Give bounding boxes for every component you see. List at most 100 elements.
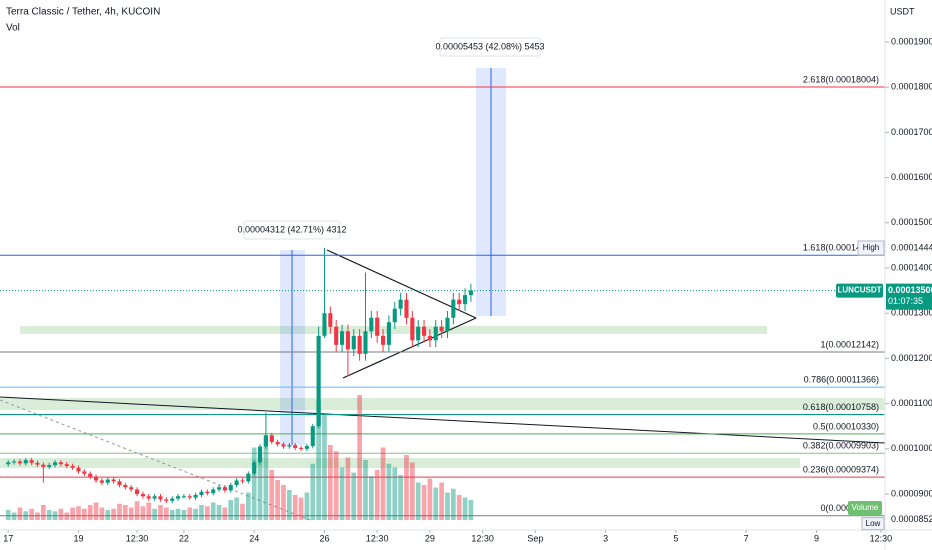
candle-body — [6, 462, 11, 465]
volume-bar — [187, 507, 193, 520]
x-tick-label: 12:30 — [126, 533, 149, 543]
fib-label: 0.5(0.00010330) — [813, 421, 879, 431]
volume-bar — [427, 478, 433, 520]
candle-body — [439, 326, 444, 332]
candle-body — [410, 317, 415, 341]
candle-body — [369, 317, 374, 332]
candle-body — [422, 326, 427, 336]
volume-bar — [368, 476, 374, 520]
candle-body — [158, 496, 163, 500]
chart-title: Terra Classic / Tether, 4h, KUCOIN — [6, 7, 160, 18]
candle-body — [345, 331, 350, 350]
zone — [20, 326, 767, 334]
low-price-label: 0.00008520 — [891, 514, 932, 524]
volume-bar — [76, 506, 81, 520]
candle-body — [99, 480, 104, 483]
candle-body — [123, 484, 128, 488]
candle-body — [205, 491, 210, 494]
volume-bar — [363, 460, 368, 520]
high-price-label: 0.00014443 — [891, 242, 932, 252]
volume-bar — [380, 447, 386, 520]
volume-bar — [316, 401, 321, 520]
candle-body — [340, 331, 345, 345]
candle-body — [53, 462, 58, 466]
trend-line — [0, 399, 311, 521]
volume-bar — [81, 508, 87, 520]
candle-body — [234, 480, 239, 485]
zone — [0, 458, 800, 468]
volume-bar — [468, 500, 474, 520]
candle-body — [152, 496, 157, 499]
volume-bar — [445, 492, 450, 520]
volume-bar — [169, 510, 175, 520]
x-tick-label: 12:30 — [471, 533, 494, 543]
candle-body — [252, 462, 257, 474]
candle-body — [217, 487, 222, 490]
candle-body — [427, 335, 432, 341]
symbol-tag — [836, 283, 883, 298]
x-tick-label: 24 — [249, 533, 259, 543]
candle-body — [76, 467, 81, 472]
candle-body — [322, 313, 327, 336]
candle-body — [246, 473, 251, 482]
candle-body — [351, 335, 356, 350]
fib-label: 1.618(0.00014281) — [803, 243, 879, 253]
low-tag-label: Low — [866, 519, 881, 528]
symbol-tag-label: LUNCUSDT — [838, 286, 882, 295]
candle-body — [328, 313, 333, 327]
volume-bar — [40, 505, 46, 520]
volume-bar — [450, 488, 456, 520]
volume-bar — [281, 485, 286, 520]
volume-bar — [298, 497, 304, 520]
candle-body — [117, 481, 122, 485]
candle-body — [357, 335, 362, 354]
volume-bar — [158, 505, 163, 520]
volume-bar — [275, 480, 280, 520]
volume-bar — [204, 506, 210, 520]
candle-body — [135, 489, 140, 495]
volume-bar — [122, 505, 128, 520]
candle-body — [310, 426, 315, 447]
volume-bar — [251, 447, 257, 520]
candle-body — [316, 335, 321, 427]
candle-body — [146, 496, 151, 499]
last-price-tag — [886, 283, 932, 310]
candle-body — [375, 317, 380, 336]
volume-bar — [52, 511, 58, 520]
volume-bar — [5, 510, 11, 520]
volume-bar — [404, 455, 409, 520]
candle-body — [299, 447, 304, 449]
countdown: 01:07:35 — [888, 296, 923, 306]
x-tick-label: 19 — [73, 533, 83, 543]
x-tick-label: Sep — [527, 533, 543, 543]
volume-bar — [163, 507, 169, 520]
volume-bar — [35, 512, 40, 520]
volume-bar — [439, 482, 444, 520]
axis-unit: USDT — [890, 6, 915, 16]
volume-bar — [93, 502, 99, 520]
candle-body — [211, 489, 216, 494]
x-tick-label: 7 — [744, 533, 749, 543]
candle-body — [47, 465, 52, 467]
candle-body — [41, 464, 46, 467]
measure-label-box — [439, 37, 541, 57]
low-tag — [861, 517, 885, 531]
fib-label: 1(0.00012142) — [820, 339, 879, 349]
candle-body — [416, 326, 421, 341]
candle-body — [386, 322, 391, 345]
volume-bar — [310, 463, 316, 520]
candle-body — [193, 494, 198, 498]
zone — [0, 398, 885, 410]
candle-body — [35, 462, 40, 465]
volume-bar — [245, 492, 251, 520]
x-tick-label: 17 — [3, 533, 13, 543]
fib-levels: 2.618(0.00018004) 1.618(0.00014281) 1(0.00… — [0, 74, 885, 517]
volume-bar — [64, 512, 70, 520]
volume-bar — [398, 475, 403, 520]
candle-body — [228, 484, 233, 491]
